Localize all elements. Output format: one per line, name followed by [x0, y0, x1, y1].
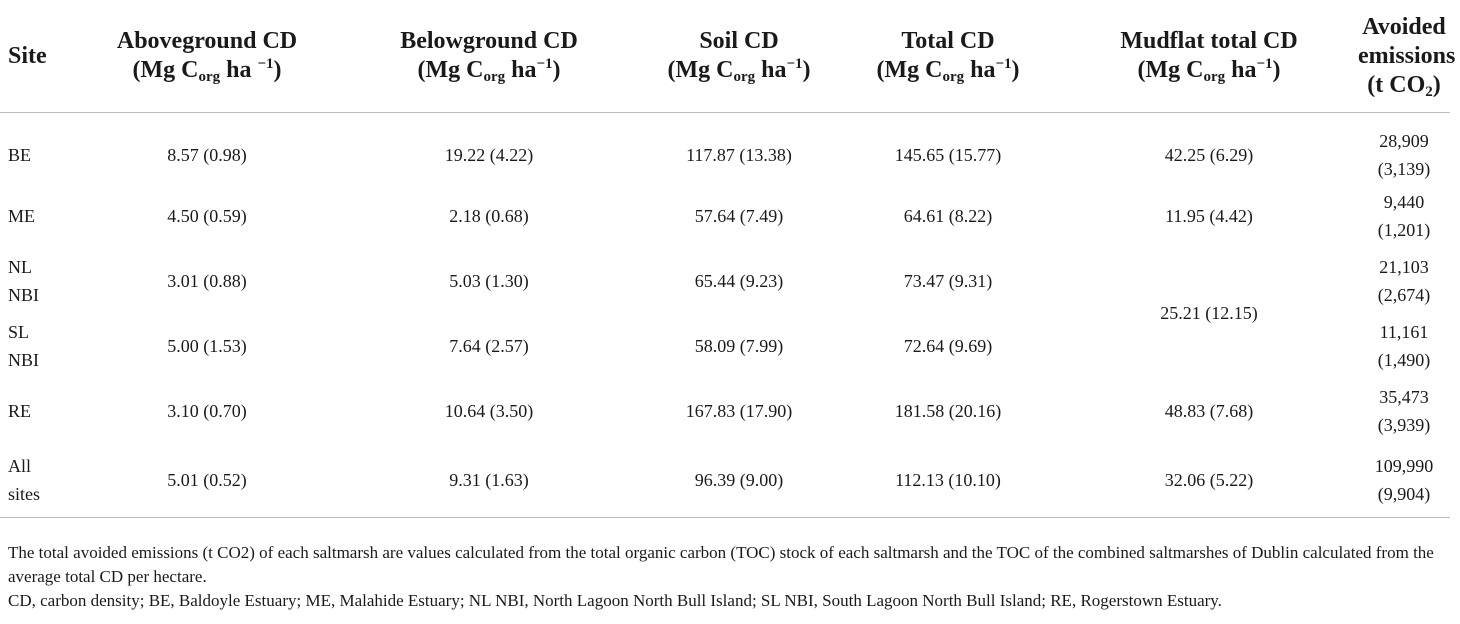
carbon-density-table: Site Aboveground CD (Mg Corg ha −1) Belo… [0, 0, 1455, 518]
cell-avoided-emissions: 9,440 (1,201) [1377, 191, 1431, 240]
cell-mudflat: 42.25 (6.29) [1164, 145, 1254, 165]
cell-belowground: 5.03 (1.30) [449, 270, 529, 291]
header-aboveground-cd: Aboveground CD (Mg Corg ha −1) [78, 0, 336, 113]
header-belowground-cd: Belowground CD (Mg Corg ha−1) [336, 0, 642, 113]
cell-mudflat: 32.06 (5.22) [1060, 443, 1358, 518]
header-mudflat-total-cd: Mudflat total CD (Mg Corg ha−1) [1060, 0, 1358, 113]
cell-aboveground: 3.01 (0.88) [167, 270, 247, 291]
cell-belowground: 19.22 (4.22) [444, 145, 534, 165]
cell-belowground: 2.18 (0.68) [449, 205, 529, 226]
cell-total: 112.13 (10.10) [836, 443, 1060, 518]
cell-avoided-emissions: 28,909 (3,139) [1377, 131, 1431, 179]
cell-soil: 57.64 (7.49) [694, 205, 784, 226]
footnote-avoided-emissions: The total avoided emissions (t CO2) of e… [8, 543, 1434, 586]
cell-belowground: 9.31 (1.63) [336, 443, 642, 518]
cell-site: ME [8, 205, 35, 226]
cell-total: 64.61 (8.22) [903, 205, 993, 226]
cell-aboveground: 4.50 (0.59) [167, 205, 247, 226]
data-table-container: Site Aboveground CD (Mg Corg ha −1) Belo… [0, 0, 1455, 518]
table-row-all-sites: All sites 5.01 (0.52) 9.31 (1.63) 96.39 (… [0, 443, 1450, 518]
cell-soil: 65.44 (9.23) [694, 270, 784, 291]
cell-total: 145.65 (15.77) [894, 145, 1002, 165]
header-row: Site Aboveground CD (Mg Corg ha −1) Belo… [0, 0, 1455, 113]
cell-belowground: 10.64 (3.50) [444, 400, 534, 421]
table-footnotes: The total avoided emissions (t CO2) of e… [8, 541, 1453, 613]
cell-avoided-emissions: 35,473 (3,939) [1377, 386, 1431, 435]
cell-site: BE [8, 145, 32, 165]
cell-soil: 58.09 (7.99) [694, 335, 784, 356]
cell-mudflat: 11.95 (4.42) [1165, 205, 1253, 226]
header-avoided-emissions: Avoided emissions (t CO2) [1358, 0, 1455, 113]
table-row: BE 8.57 (0.98) 19.22 (4.22) 117.87 (13.3… [0, 113, 1450, 184]
cell-soil: 117.87 (13.38) [686, 145, 792, 165]
cell-aboveground: 5.00 (1.53) [167, 335, 247, 356]
cell-aboveground: 5.01 (0.52) [78, 443, 336, 518]
cell-mudflat: 48.83 (7.68) [1164, 400, 1254, 421]
cell-site: All sites [0, 443, 78, 518]
header-site: Site [0, 0, 78, 113]
header-soil-cd: Soil CD (Mg Corg ha−1) [642, 0, 836, 113]
footnote-abbreviations: CD, carbon density; BE, Baldoyle Estuary… [8, 591, 1222, 610]
table-row: NL NBI 3.01 (0.88) 5.03 (1.30) 65.44 (9.2… [0, 248, 1450, 324]
cell-aboveground: 3.10 (0.70) [167, 400, 247, 421]
header-total-cd: Total CD (Mg Corg ha−1) [836, 0, 1060, 113]
table-row: ME 4.50 (0.59) 2.18 (0.68) 57.64 (7.49) … [0, 183, 1450, 248]
cell-site: NL NBI [8, 256, 39, 305]
cell-site: RE [8, 400, 32, 421]
cell-total: 72.64 (9.69) [903, 335, 993, 356]
cell-total: 73.47 (9.31) [903, 270, 993, 291]
cell-avoided-emissions: 11,161 (1,490) [1377, 321, 1431, 370]
cell-belowground: 7.64 (2.57) [449, 335, 529, 356]
cell-avoided-emissions: 109,990 (9,904) [1358, 443, 1450, 518]
cell-total: 181.58 (20.16) [894, 400, 1002, 421]
table-row: SL NBI 5.00 (1.53) 7.64 (2.57) 58.09 (7.9… [0, 313, 1450, 378]
cell-site: SL NBI [8, 321, 39, 370]
cell-soil: 96.39 (9.00) [642, 443, 836, 518]
table-body: BE 8.57 (0.98) 19.22 (4.22) 117.87 (13.3… [0, 113, 1450, 518]
table-row: RE 3.10 (0.70) 10.64 (3.50) 167.83 (17.9… [0, 378, 1450, 443]
table-header: Site Aboveground CD (Mg Corg ha −1) Belo… [0, 0, 1455, 113]
cell-soil: 167.83 (17.90) [685, 400, 793, 421]
cell-avoided-emissions: 21,103 (2,674) [1377, 256, 1431, 305]
cell-aboveground: 8.57 (0.98) [167, 145, 247, 165]
cell-mudflat: 25.21 (12.15) [1160, 303, 1258, 323]
